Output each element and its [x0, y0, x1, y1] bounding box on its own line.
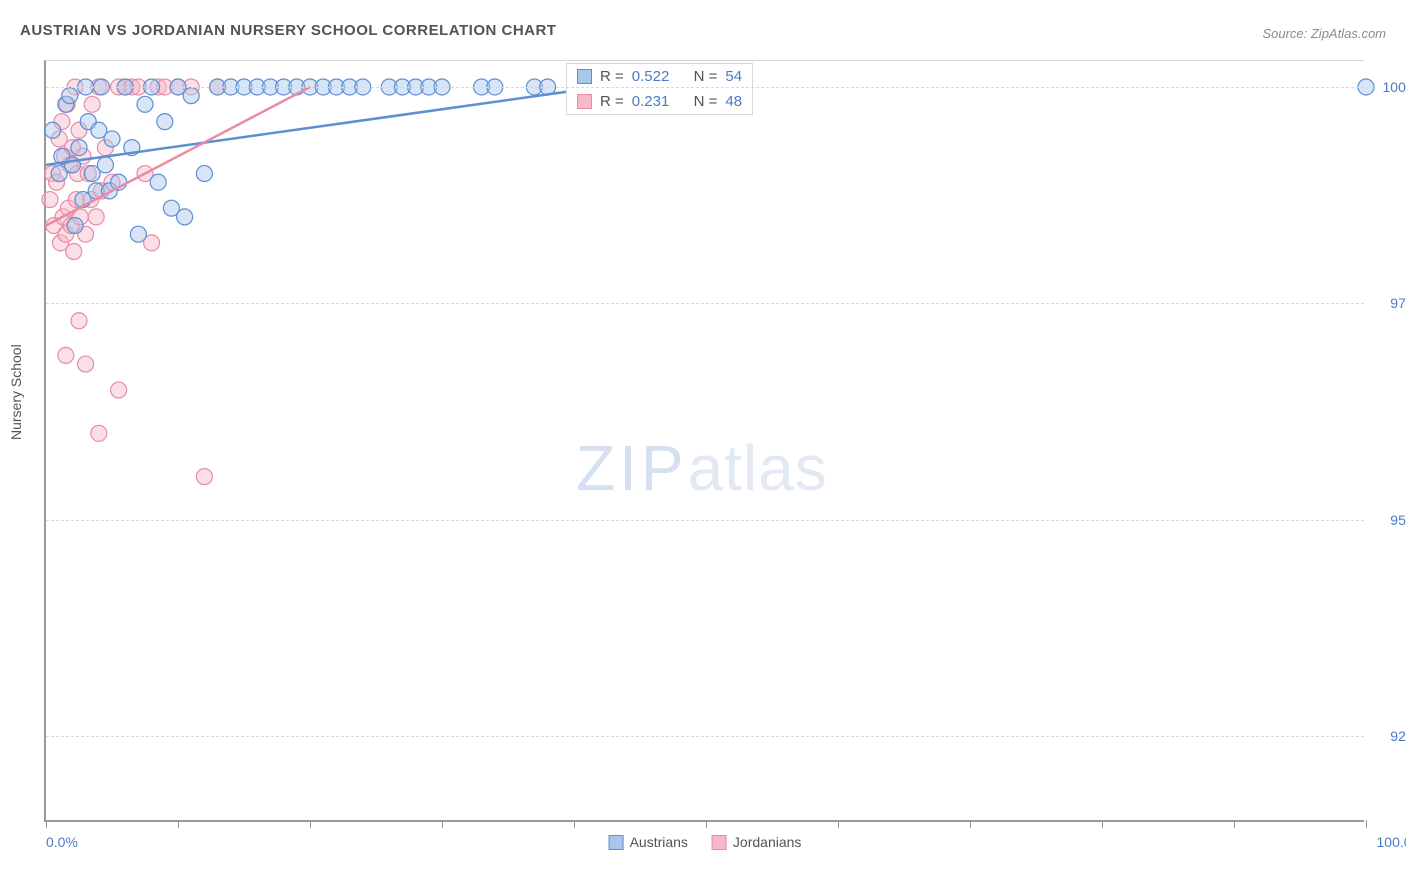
- scatter-point: [150, 174, 166, 190]
- stats-row-jordanians: R = 0.231 N = 48: [567, 89, 752, 114]
- y-tick-label: 100.0%: [1383, 79, 1406, 95]
- stats-n-label: N =: [694, 68, 718, 85]
- swatch-austrians: [577, 69, 592, 84]
- scatter-point: [66, 244, 82, 260]
- x-tick: [1366, 820, 1367, 828]
- gridline-h: [46, 736, 1364, 737]
- scatter-point: [78, 356, 94, 372]
- scatter-point: [91, 425, 107, 441]
- regression-line: [46, 87, 600, 165]
- y-tick-label: 97.5%: [1390, 295, 1406, 311]
- plot-area: ZIPatlas R = 0.522 N = 54 R = 0.231 N = …: [44, 60, 1364, 822]
- chart-title: AUSTRIAN VS JORDANIAN NURSERY SCHOOL COR…: [20, 22, 556, 39]
- x-tick: [838, 820, 839, 828]
- stats-r-label: R =: [600, 93, 624, 110]
- x-tick: [442, 820, 443, 828]
- stats-r-label: R =: [600, 68, 624, 85]
- scatter-point: [84, 96, 100, 112]
- scatter-point: [130, 226, 146, 242]
- stats-n-value-austrians: 54: [725, 68, 742, 85]
- scatter-point: [42, 192, 58, 208]
- scatter-point: [71, 140, 87, 156]
- scatter-point: [183, 88, 199, 104]
- scatter-point: [71, 313, 87, 329]
- scatter-point: [62, 88, 78, 104]
- x-tick: [706, 820, 707, 828]
- x-tick: [574, 820, 575, 828]
- scatter-point: [111, 382, 127, 398]
- stats-r-value-jordanians: 0.231: [632, 93, 670, 110]
- gridline-h: [46, 87, 1364, 88]
- legend-bottom: Austrians Jordanians: [609, 834, 802, 850]
- scatter-point: [177, 209, 193, 225]
- stats-legend-box: R = 0.522 N = 54 R = 0.231 N = 48: [566, 63, 753, 115]
- stats-r-value-austrians: 0.522: [632, 68, 670, 85]
- scatter-point: [45, 122, 61, 138]
- x-axis-max-label: 100.0%: [1377, 834, 1406, 850]
- y-tick-label: 92.5%: [1390, 728, 1406, 744]
- stats-row-austrians: R = 0.522 N = 54: [567, 64, 752, 89]
- legend-item-jordanians: Jordanians: [712, 834, 802, 850]
- x-tick: [46, 820, 47, 828]
- legend-swatch-jordanians: [712, 835, 727, 850]
- scatter-point: [104, 131, 120, 147]
- x-tick: [1102, 820, 1103, 828]
- scatter-point: [97, 157, 113, 173]
- stats-n-label: N =: [694, 93, 718, 110]
- scatter-point: [157, 114, 173, 130]
- x-tick: [310, 820, 311, 828]
- y-tick-label: 95.0%: [1390, 512, 1406, 528]
- scatter-point: [196, 469, 212, 485]
- scatter-point: [196, 166, 212, 182]
- gridline-h: [46, 303, 1364, 304]
- x-tick: [1234, 820, 1235, 828]
- legend-swatch-austrians: [609, 835, 624, 850]
- scatter-point: [58, 347, 74, 363]
- x-tick: [178, 820, 179, 828]
- scatter-point: [67, 218, 83, 234]
- scatter-svg: [46, 61, 1364, 820]
- stats-n-value-jordanians: 48: [725, 93, 742, 110]
- scatter-point: [88, 209, 104, 225]
- x-axis-min-label: 0.0%: [46, 834, 78, 850]
- legend-label-austrians: Austrians: [630, 834, 688, 850]
- swatch-jordanians: [577, 94, 592, 109]
- source-attribution: Source: ZipAtlas.com: [1262, 26, 1386, 41]
- scatter-point: [137, 96, 153, 112]
- legend-item-austrians: Austrians: [609, 834, 688, 850]
- y-axis-label: Nursery School: [8, 344, 24, 440]
- x-tick: [970, 820, 971, 828]
- gridline-h: [46, 520, 1364, 521]
- legend-label-jordanians: Jordanians: [733, 834, 802, 850]
